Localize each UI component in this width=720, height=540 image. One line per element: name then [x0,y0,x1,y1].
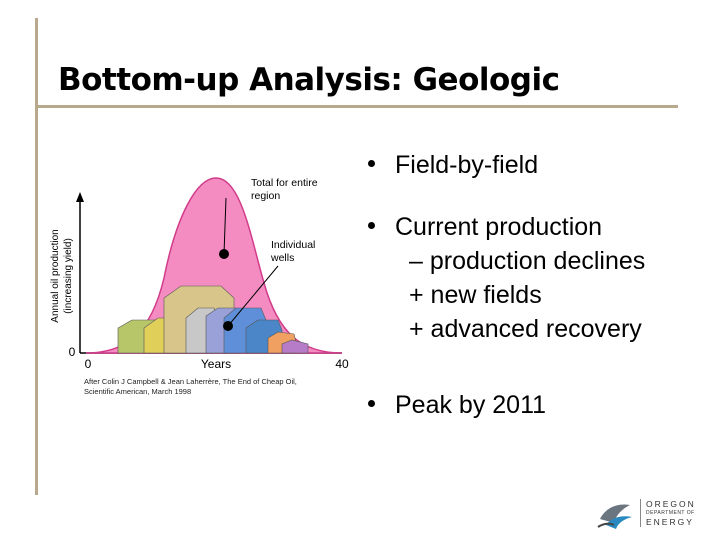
production-curve-figure: Total for entire region Individual wells… [46,158,358,408]
annotation-total-line1: Total for entire [251,177,318,189]
y-axis-arrow-icon [76,192,84,202]
oregon-energy-logo-icon [597,504,632,529]
callout-dot-wells [223,321,233,331]
bullet-text: Current production [395,213,603,241]
logo-line1: OREGON [646,499,696,509]
title-underline [38,105,678,108]
bullet-dot-icon [368,400,375,407]
oregon-energy-logo: OREGON DEPARTMENT OF ENERGY [596,497,716,531]
annotation-total-line2: region [251,190,280,202]
slide-title: Bottom-up Analysis: Geologic [58,62,560,98]
bullet-dot-icon [368,160,375,167]
bullet-item: Current production – production declines… [365,210,705,346]
figure-caption-line1: After Colin J Campbell & Jean Laherrère,… [84,377,297,386]
left-vertical-rule [35,18,38,495]
bullet-text: Peak by 2011 [395,391,547,419]
bullet-dot-icon [368,222,375,229]
sub-bullet-text: + advanced recovery [409,315,642,343]
logo-line2: DEPARTMENT OF [646,510,695,516]
callout-line-wells [227,265,279,327]
sub-bullet-text: + new fields [409,281,542,309]
y-axis-label-line1: Annual oil production [50,229,61,322]
y-axis-label-line2: (increasing yield) [63,238,74,314]
callout-line-total [223,197,227,255]
bullet-item: Field-by-field [365,148,705,182]
logo-wordmark: OREGON DEPARTMENT OF ENERGY [640,499,696,527]
total-region-curve [85,177,343,354]
sub-bullet-text: – production declines [409,247,646,275]
bullet-list: Field-by-field Current production – prod… [365,148,705,422]
annotation-wells-line1: Individual [271,239,315,251]
logo-line3: ENERGY [646,517,694,527]
production-curve-svg: Total for entire region Individual wells… [50,177,349,396]
x-tick-end: 40 [335,357,349,371]
annotation-wells-line2: wells [270,252,294,264]
x-axis-label: Years [201,357,231,371]
x-tick-start: 0 [85,357,92,371]
callout-dot-total [219,249,229,259]
figure-caption-line2: Scientific American, March 1998 [84,387,191,396]
bullet-item: Peak by 2011 [365,388,705,422]
well-shape [281,339,309,354]
bullet-text: Field-by-field [395,151,539,179]
y-origin-label: 0 [69,345,76,359]
